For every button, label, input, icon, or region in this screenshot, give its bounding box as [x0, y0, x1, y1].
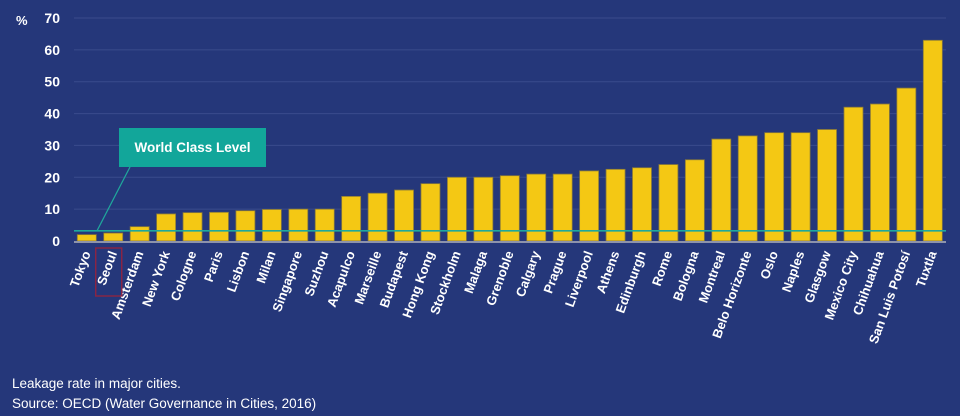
bar: [870, 103, 890, 242]
y-axis-ticks: 0 10 20 30 40 50 60 70: [44, 10, 60, 249]
x-tick-label: Suzhou: [301, 249, 331, 298]
y-tick-label: 0: [52, 233, 60, 249]
x-tick-label: Malaga: [461, 248, 490, 295]
y-tick-label: 30: [44, 137, 60, 153]
y-tick-label: 20: [44, 169, 60, 185]
annotation-label: World Class Level: [134, 140, 250, 155]
y-tick-label: 40: [44, 106, 60, 122]
bar: [790, 132, 811, 242]
bar: [103, 232, 124, 242]
y-tick-label: 50: [44, 74, 60, 90]
annotation-leader-line: [96, 166, 131, 232]
bar: [843, 106, 864, 242]
x-tick-label: Paris: [201, 249, 226, 284]
world-class-level-annotation: World Class Level: [119, 128, 266, 167]
bar: [314, 208, 335, 242]
x-tick-label: Milan: [253, 249, 278, 285]
bars: [76, 39, 943, 242]
bar: [129, 226, 150, 242]
bar: [420, 183, 441, 242]
bar: [764, 132, 785, 242]
bar: [394, 189, 414, 242]
leakage-rate-chart: 0 10 20 30 40 50 60 70 % World Class Level Toky…: [16, 10, 946, 346]
chart-caption: Leakage rate in major cities.: [12, 376, 181, 391]
x-tick-label: Calgary: [513, 248, 544, 299]
bar: [235, 210, 256, 242]
bar: [76, 234, 97, 242]
annotation-box: [119, 128, 266, 167]
bar: [737, 135, 758, 242]
bar: [341, 195, 362, 242]
bar: [261, 209, 282, 242]
bar: [182, 212, 203, 242]
bar: [817, 129, 837, 242]
bar: [288, 208, 309, 242]
y-axis-unit-label: %: [16, 13, 28, 28]
bar: [209, 211, 229, 242]
bar: [658, 164, 679, 242]
y-tick-label: 70: [44, 10, 60, 26]
x-tick-label: Naples: [779, 249, 808, 294]
x-tick-label: Prague: [540, 249, 569, 296]
x-tick-label: Cologne: [167, 249, 199, 303]
chart-source: Source: OECD (Water Governance in Cities…: [12, 396, 317, 411]
seoul-highlight-box: [95, 247, 123, 297]
x-tick-label: Lisbon: [224, 249, 253, 294]
x-tick-label: Oslo: [757, 249, 781, 281]
y-tick-label: 60: [44, 42, 60, 58]
bar: [156, 213, 177, 242]
bar: [896, 87, 917, 242]
y-tick-label: 10: [44, 201, 60, 217]
x-tick-label: Rome: [649, 249, 675, 288]
bar: [922, 39, 943, 242]
bar: [684, 159, 705, 242]
x-tick-label: Tokyo: [67, 249, 94, 289]
x-tick-label: Tuxtla: [913, 248, 940, 289]
x-tick-label: Athens: [593, 249, 622, 296]
bar: [367, 192, 388, 242]
bar: [711, 138, 732, 242]
x-tick-label: Seoul: [94, 249, 120, 287]
